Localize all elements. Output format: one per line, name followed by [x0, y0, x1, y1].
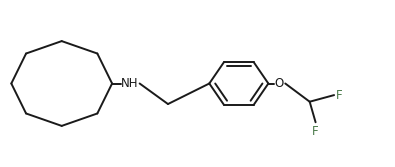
Text: O: O [274, 77, 284, 90]
Text: NH: NH [121, 77, 138, 90]
Text: F: F [336, 89, 342, 102]
Text: F: F [312, 125, 319, 138]
